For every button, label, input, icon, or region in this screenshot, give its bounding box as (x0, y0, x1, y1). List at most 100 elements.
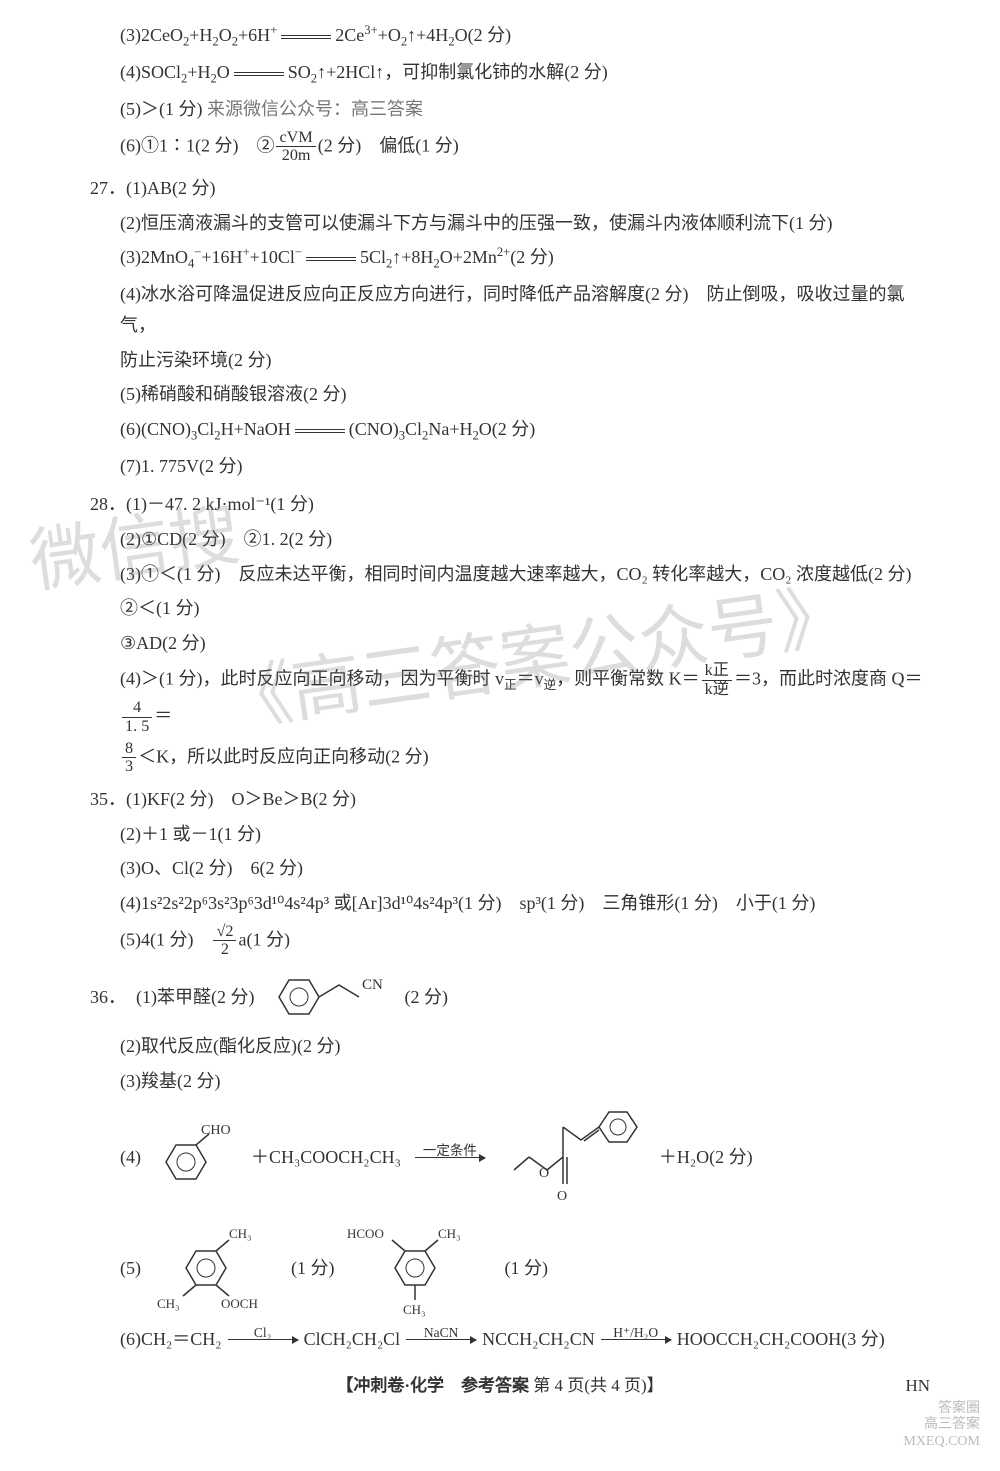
arrow-label: H⁺/H₂O (601, 1322, 671, 1345)
reaction-arrow: 一定条件 (415, 1157, 485, 1158)
q35-part2: (2)＋1 或－1(1 分) (60, 819, 940, 850)
text: ClCH₂CH₂Cl (304, 1324, 401, 1355)
text: +H (189, 25, 212, 45)
corner-wm-1: 答案圈 (903, 1401, 980, 1418)
q28-part3c: ③AD(2 分) (60, 628, 940, 659)
text: Na+H (428, 419, 472, 439)
text: (5)4(1 分) (120, 929, 211, 949)
arrow-label: 一定条件 (415, 1140, 485, 1163)
text: (4)SOCl (120, 62, 181, 82)
svg-text:CH₃: CH₃ (403, 1302, 426, 1317)
svg-text:OOCH: OOCH (221, 1296, 258, 1311)
text: (CNO) (349, 419, 399, 439)
footer-code: HN (905, 1372, 930, 1401)
numerator: 4 (122, 699, 152, 718)
benzene-propionitrile-icon: CN (264, 967, 394, 1027)
question-number: 27． (90, 178, 126, 198)
q36-part2: (2)取代反应(酯化反应)(2 分) (60, 1031, 940, 1062)
text: (5) (120, 1253, 141, 1284)
text: O(2 分) (479, 419, 536, 439)
fraction: 83 (122, 740, 136, 777)
q36-part5: (5) CH₃ CH₃ OOCH (1 分) HCOO CH₃ CH₃ (1 分… (120, 1218, 940, 1318)
reaction-arrow: H⁺/H₂O (601, 1339, 671, 1340)
text: a(1 分) (238, 929, 289, 949)
reaction-arrow: Cl₂ (228, 1339, 298, 1340)
eq-arrow (306, 257, 356, 261)
text: O (219, 25, 232, 45)
dimethyl-benzene-formate-2-icon: HCOO CH₃ CH₃ (345, 1218, 495, 1318)
text: ↑+4H (407, 25, 448, 45)
svg-text:CH₃: CH₃ (157, 1296, 180, 1311)
text: +O (378, 25, 401, 45)
text: 2Ce (335, 25, 364, 45)
text: +10Cl (250, 247, 295, 267)
text: 5Cl (360, 247, 386, 267)
q26-part4: (4)SOCl2+H2OSO2↑+2HCl↑，可抑制氯化铈的水解(2 分) (60, 57, 940, 90)
q36-part3: (3)羧基(2 分) (60, 1066, 940, 1097)
text: (5)＞(1 分) (120, 99, 202, 119)
q28-part1: 28．(1)－47. 2 kJ·mol⁻¹(1 分) (60, 489, 940, 520)
text: (2 分) (404, 982, 448, 1013)
q28-part3b: ②＜(1 分) (60, 593, 940, 624)
text: +H (187, 62, 210, 82)
q28-part3a: (3)①＜(1 分) 反应未达平衡，相同时间内温度越大速率越大，CO₂ 转化率越… (60, 559, 940, 590)
benzaldehyde-icon: CHO (151, 1122, 241, 1192)
question-number: 35． (90, 789, 126, 809)
source-note: 来源微信公众号：高三答案 (207, 99, 423, 119)
q36-part6: (6)CH₂＝CH₂ Cl₂ ClCH₂CH₂Cl NaCN NCCH₂CH₂C… (60, 1324, 940, 1355)
question-number: 36． (90, 982, 126, 1013)
q27-part2: (2)恒压滴液漏斗的支管可以使漏斗下方与漏斗中的压强一致，使漏斗内液体顺利流下(… (60, 208, 940, 239)
q27-part1: 27．(1)AB(2 分) (60, 173, 940, 204)
q28-part4b: 83＜K，所以此时反应向正向移动(2 分) (60, 740, 940, 777)
denominator: k逆 (702, 681, 732, 699)
svg-text:CH₃: CH₃ (438, 1226, 461, 1241)
fraction: cVM20m (276, 129, 315, 166)
text: Cl (405, 419, 422, 439)
text: (1)苯甲醛(2 分) (136, 982, 254, 1013)
text: (4) (120, 1142, 141, 1173)
text: ，则平衡常数 K＝ (556, 669, 700, 689)
text: (3)2MnO (120, 247, 188, 267)
cinnamate-ester-icon: O O (499, 1102, 649, 1212)
arrow-label: Cl₂ (228, 1322, 298, 1345)
text: O (217, 62, 230, 82)
text: (2 分) 偏低(1 分) (318, 135, 459, 155)
dimethyl-benzene-formate-icon: CH₃ CH₃ OOCH (151, 1218, 281, 1318)
q27-part6: (6)(CNO)3Cl2H+NaOH(CNO)3Cl2Na+H2O(2 分) (60, 414, 940, 447)
reaction-arrow: NaCN (406, 1339, 476, 1340)
q36-part4: (4) CHO ＋CH₃COOCH₂CH₃ 一定条件 O O ＋H₂O(2 分) (120, 1102, 940, 1212)
text: ＝ (154, 705, 172, 725)
footer-title: 【冲刺卷·化学 参考答案 (336, 1376, 529, 1395)
corner-wm-2: 高三答案 (903, 1417, 980, 1434)
fraction: k正k逆 (702, 662, 732, 699)
text: (1 分) (291, 1253, 335, 1284)
text: ＝3，而此时浓度商 Q＝ (734, 669, 923, 689)
text: ＝v (517, 669, 544, 689)
eq-arrow (281, 35, 331, 39)
denominator: 3 (122, 758, 136, 776)
q35-part5: (5)4(1 分) √22a(1 分) (60, 923, 940, 960)
text: (3)2CeO (120, 25, 183, 45)
text: ↑+2HCl↑，可抑制氯化铈的水解(2 分) (317, 62, 608, 82)
numerator: 8 (122, 740, 136, 759)
text: HOOCCH₂CH₂COOH(3 分) (677, 1324, 885, 1355)
text: (6)CH₂＝CH₂ (120, 1324, 222, 1355)
text: ＜K，所以此时反应向正向移动(2 分) (138, 746, 429, 766)
text: O+2Mn (440, 247, 497, 267)
q27-part3: (3)2MnO4−+16H++10Cl−5Cl2↑+8H2O+2Mn2+(2 分… (60, 242, 940, 275)
q28-part2: (2)①CD(2 分) ②1. 2(2 分) (60, 524, 940, 555)
numerator: k正 (702, 662, 732, 681)
text: (1)－47. 2 kJ·mol⁻¹(1 分) (126, 494, 314, 514)
corner-wm-3: MXEQ.COM (903, 1434, 980, 1451)
svg-text:HCOO: HCOO (347, 1226, 384, 1241)
denominator: 20m (276, 147, 315, 165)
denominator: 2 (213, 941, 236, 959)
q36-part1: 36． (1)苯甲醛(2 分) CN (2 分) (60, 967, 940, 1027)
text: (1)AB(2 分) (126, 178, 215, 198)
text: Cl (197, 419, 214, 439)
text: (6)①1∶1(2 分) ② (120, 135, 274, 155)
q27-part7: (7)1. 775V(2 分) (60, 451, 940, 482)
footer-page: 第 4 页(共 4 页)】 (533, 1376, 663, 1395)
q27-part5: (5)稀硝酸和硝酸银溶液(2 分) (60, 379, 940, 410)
q35-part4: (4)1s²2s²2p⁶3s²3p⁶3d¹⁰4s²4p³ 或[Ar]3d¹⁰4s… (60, 888, 940, 919)
